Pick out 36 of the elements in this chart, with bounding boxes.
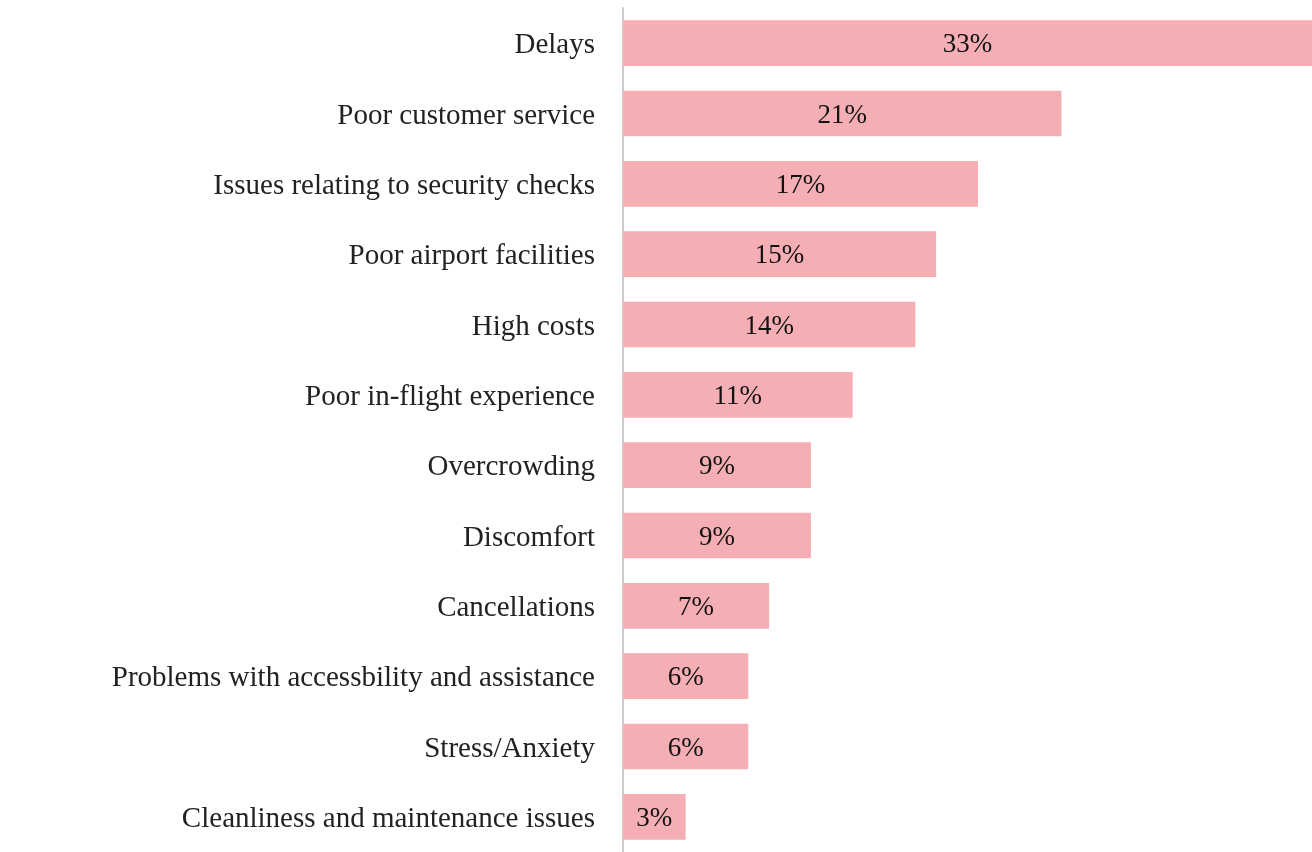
data-label: 14% (744, 309, 794, 340)
data-label: 6% (667, 731, 704, 762)
data-label: 7% (678, 590, 715, 621)
bar (623, 512, 811, 559)
bar (623, 231, 937, 278)
y-tick-label: Discomfort (462, 519, 595, 552)
data-label: 3% (636, 801, 673, 832)
y-tick-label: Poor in-flight experience (305, 378, 595, 411)
bar (623, 442, 811, 489)
y-tick-label: Overcrowding (427, 449, 595, 482)
bar (623, 793, 686, 840)
data-label: 6% (667, 661, 704, 692)
y-tick-label: Poor customer service (337, 97, 595, 130)
bar (623, 371, 853, 418)
y-tick-label: High costs (471, 308, 595, 341)
bar (623, 20, 1312, 67)
bar (623, 653, 749, 700)
y-tick-label: Stress/Anxiety (424, 730, 596, 763)
y-tick-label: Poor airport facilities (348, 238, 595, 271)
data-label: 33% (942, 28, 993, 59)
bar (623, 160, 978, 207)
bar (623, 301, 916, 348)
y-tick-label: Problems with accessbility and assistance (111, 660, 595, 693)
data-label: 15% (754, 239, 805, 270)
y-tick-label: Cleanliness and maintenance issues (181, 800, 595, 833)
data-label: 21% (817, 98, 867, 129)
y-tick-label: Delays (514, 27, 595, 60)
y-tick-label: Issues relating to security checks (213, 167, 595, 200)
data-label: 11% (713, 379, 763, 410)
bar (623, 90, 1062, 137)
bar (623, 582, 770, 629)
y-tick-label: Cancellations (437, 589, 595, 622)
data-label: 9% (698, 450, 735, 481)
data-label: 9% (698, 520, 735, 551)
data-label: 17% (775, 168, 826, 199)
bar (623, 723, 749, 770)
